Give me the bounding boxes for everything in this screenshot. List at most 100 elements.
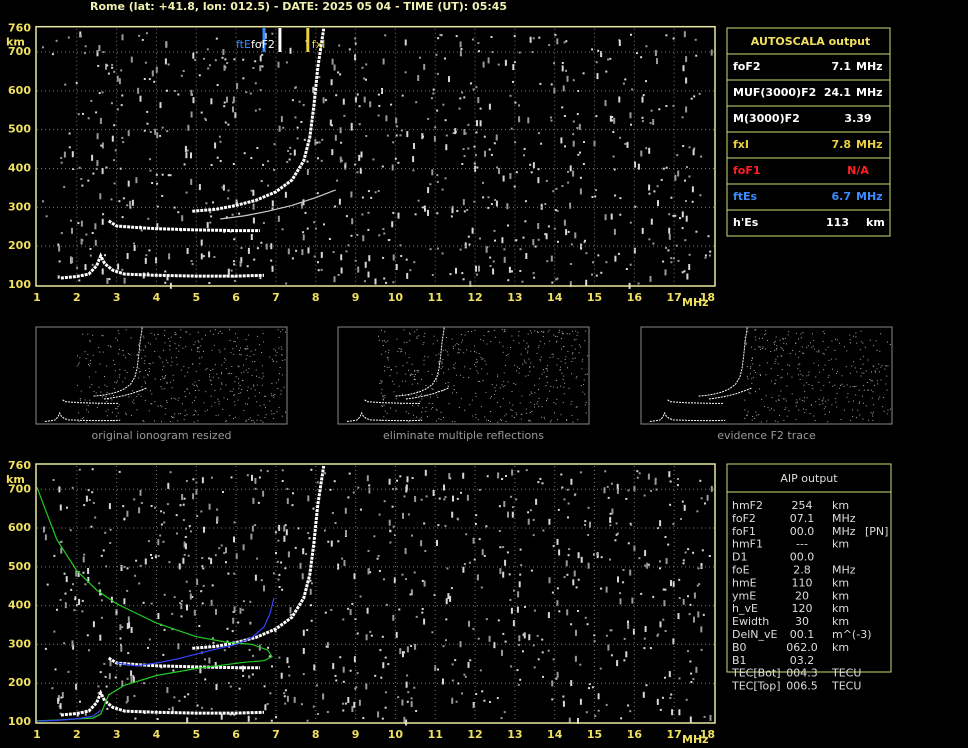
noise: [671, 709, 674, 716]
noise: [74, 596, 77, 599]
noise: [889, 408, 891, 410]
noise: [307, 495, 310, 502]
noise: [219, 140, 222, 143]
noise: [451, 205, 454, 208]
noise: [192, 383, 194, 385]
noise: [546, 400, 547, 401]
x-tick-label: 16: [627, 291, 643, 304]
noise: [155, 173, 158, 176]
noise: [483, 335, 485, 337]
noise: [436, 109, 439, 112]
noise: [873, 384, 875, 386]
noise: [451, 663, 454, 666]
noise: [125, 357, 127, 359]
noise: [678, 677, 681, 680]
noise: [387, 356, 389, 358]
noise: [44, 647, 47, 650]
noise: [520, 418, 522, 420]
noise: [444, 57, 446, 60]
noise: [818, 381, 820, 383]
noise: [233, 606, 236, 613]
noise: [452, 392, 454, 394]
noise: [239, 350, 240, 351]
noise: [408, 412, 410, 414]
noise: [475, 362, 477, 364]
noise: [511, 415, 513, 417]
noise: [662, 260, 665, 263]
noise: [323, 223, 325, 226]
noise: [83, 504, 86, 507]
noise: [502, 571, 505, 578]
noise: [363, 96, 366, 103]
noise: [95, 111, 98, 114]
noise: [583, 384, 585, 385]
noise: [161, 194, 164, 197]
noise: [573, 494, 576, 497]
noise: [414, 496, 417, 502]
noise: [337, 540, 340, 543]
noise: [470, 82, 472, 85]
noise: [504, 385, 506, 387]
noise: [835, 398, 837, 400]
noise: [664, 536, 667, 538]
noise: [512, 620, 515, 627]
noise: [822, 399, 824, 401]
noise: [169, 421, 171, 422]
noise: [233, 58, 236, 61]
noise: [603, 487, 606, 494]
noise: [630, 33, 632, 36]
noise: [201, 338, 203, 340]
noise: [627, 704, 630, 707]
x-tick-label: 1: [33, 728, 41, 741]
noise: [356, 93, 359, 96]
noise: [142, 420, 144, 421]
noise: [665, 558, 668, 564]
thumb-trace: [364, 399, 421, 404]
noise: [562, 85, 565, 92]
noise: [313, 221, 316, 224]
noise: [99, 193, 102, 200]
y-tick-label: 300: [8, 637, 31, 650]
noise: [436, 180, 439, 183]
noise: [765, 374, 767, 376]
noise: [575, 330, 577, 332]
noise: [822, 331, 824, 333]
noise: [107, 72, 110, 75]
noise: [193, 400, 195, 401]
noise: [118, 376, 120, 378]
noise: [474, 329, 476, 331]
noise: [209, 64, 211, 67]
noise: [636, 476, 639, 479]
noise: [527, 346, 529, 348]
noise: [567, 516, 569, 519]
noise: [139, 489, 142, 496]
noise: [444, 496, 447, 499]
noise: [274, 394, 276, 395]
noise: [184, 396, 186, 398]
noise: [752, 357, 753, 359]
noise: [806, 397, 808, 399]
noise: [149, 390, 151, 392]
noise: [519, 573, 522, 576]
noise: [809, 342, 811, 344]
noise: [310, 604, 312, 607]
noise: [586, 373, 588, 375]
noise: [463, 673, 466, 676]
noise: [196, 348, 198, 350]
noise: [136, 396, 138, 397]
noise: [807, 345, 809, 347]
noise: [424, 469, 427, 476]
noise: [490, 36, 493, 38]
noise: [399, 134, 402, 137]
noise: [475, 366, 477, 368]
noise: [356, 234, 359, 236]
noise: [280, 393, 282, 395]
noise: [518, 116, 521, 123]
noise: [310, 619, 313, 622]
noise: [374, 674, 377, 677]
noise: [281, 480, 284, 482]
noise: [168, 253, 171, 260]
noise: [84, 45, 87, 48]
noise: [261, 377, 263, 379]
noise: [654, 478, 657, 485]
